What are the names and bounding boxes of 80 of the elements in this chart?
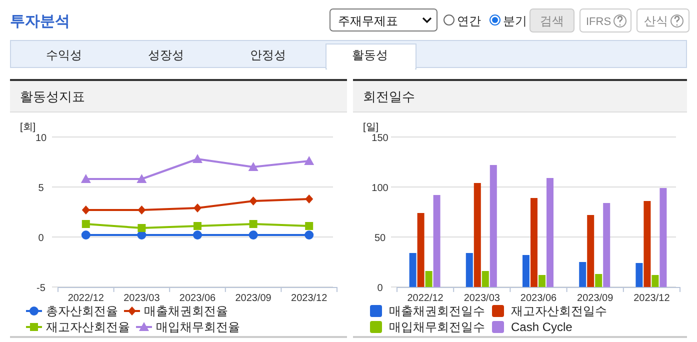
text: 투자분석 bbox=[10, 13, 70, 30]
point bbox=[136, 174, 147, 183]
chart-title: 회전일수 bbox=[363, 89, 415, 104]
point bbox=[192, 154, 202, 163]
chart-title: 활동성지표 bbox=[20, 89, 85, 104]
bar bbox=[546, 178, 554, 287]
text: 검색 bbox=[540, 14, 564, 28]
y-tick-label: 5 bbox=[38, 183, 44, 194]
x-tick-label: 2023/09 bbox=[577, 293, 614, 304]
x-tick-label: 2023/06 bbox=[179, 293, 216, 304]
bar bbox=[530, 198, 538, 287]
legend-label: 총자산회전율 bbox=[46, 304, 118, 318]
point bbox=[194, 204, 202, 212]
y-axis-title: [회] bbox=[20, 122, 36, 133]
x-tick-label: 2022/12 bbox=[68, 293, 104, 304]
text: 성장성 bbox=[148, 48, 184, 62]
point bbox=[304, 230, 314, 240]
bar bbox=[538, 275, 546, 287]
point bbox=[194, 222, 202, 230]
y-tick-label: 150 bbox=[372, 133, 389, 144]
y-tick-label: 100 bbox=[372, 183, 389, 194]
x-tick-label: 2023/12 bbox=[291, 293, 328, 304]
y-tick-label: 50 bbox=[374, 233, 386, 244]
legend-label: 재고자산회전율 bbox=[46, 320, 130, 334]
bar bbox=[474, 183, 481, 287]
bar bbox=[490, 165, 497, 287]
bar bbox=[652, 275, 659, 287]
point bbox=[249, 220, 258, 228]
point bbox=[82, 220, 90, 228]
bar bbox=[425, 271, 432, 287]
point bbox=[82, 206, 90, 214]
y-axis-title: [일] bbox=[363, 122, 379, 133]
bar bbox=[522, 255, 530, 287]
point bbox=[248, 162, 258, 171]
text: 산식 bbox=[644, 14, 668, 28]
point bbox=[248, 230, 258, 240]
y-tick-label: 0 bbox=[38, 233, 44, 244]
x-tick-label: 2023/12 bbox=[634, 293, 670, 304]
bar bbox=[595, 274, 602, 287]
bar bbox=[660, 188, 667, 287]
text: IFRS bbox=[586, 16, 612, 28]
point bbox=[193, 230, 202, 240]
text: 연간 bbox=[457, 14, 481, 28]
bar bbox=[482, 271, 489, 287]
point bbox=[305, 194, 314, 204]
point bbox=[304, 156, 314, 165]
bar bbox=[636, 263, 643, 287]
point bbox=[249, 196, 258, 206]
text: 안정성 bbox=[250, 48, 286, 62]
bar bbox=[644, 201, 651, 287]
x-tick-label: 2023/03 bbox=[124, 293, 160, 304]
bar bbox=[579, 262, 586, 287]
point bbox=[81, 230, 90, 240]
point bbox=[305, 222, 314, 230]
legend-label: 매출채권회전일수 bbox=[389, 304, 485, 318]
x-tick-label: 2022/12 bbox=[407, 293, 444, 304]
point bbox=[138, 206, 146, 214]
point bbox=[138, 224, 146, 232]
bar bbox=[466, 253, 473, 287]
bar bbox=[409, 253, 416, 287]
y-tick-label: 10 bbox=[35, 133, 47, 144]
text: 분기 bbox=[503, 14, 527, 28]
text: 활동성 bbox=[352, 48, 388, 62]
point bbox=[80, 174, 91, 183]
legend-label: Cash Cycle bbox=[511, 320, 573, 334]
legend-label: 매입채무회전율 bbox=[156, 320, 240, 334]
y-tick-label: -5 bbox=[36, 283, 46, 294]
legend-label: 매출채권회전율 bbox=[144, 304, 228, 318]
x-tick-label: 2023/03 bbox=[464, 293, 500, 304]
legend-label: 매입채무회전일수 bbox=[389, 320, 485, 334]
legend-label: 재고자산회전일수 bbox=[511, 304, 607, 318]
bar bbox=[603, 203, 610, 287]
text: 수익성 bbox=[46, 48, 82, 62]
x-tick-label: 2023/06 bbox=[520, 293, 558, 304]
bar bbox=[433, 195, 440, 287]
y-tick-label: 0 bbox=[377, 283, 384, 294]
x-tick-label: 2023/09 bbox=[235, 293, 272, 304]
text: 주재무제표 bbox=[338, 14, 398, 28]
bar bbox=[417, 213, 424, 287]
bar bbox=[587, 215, 594, 287]
